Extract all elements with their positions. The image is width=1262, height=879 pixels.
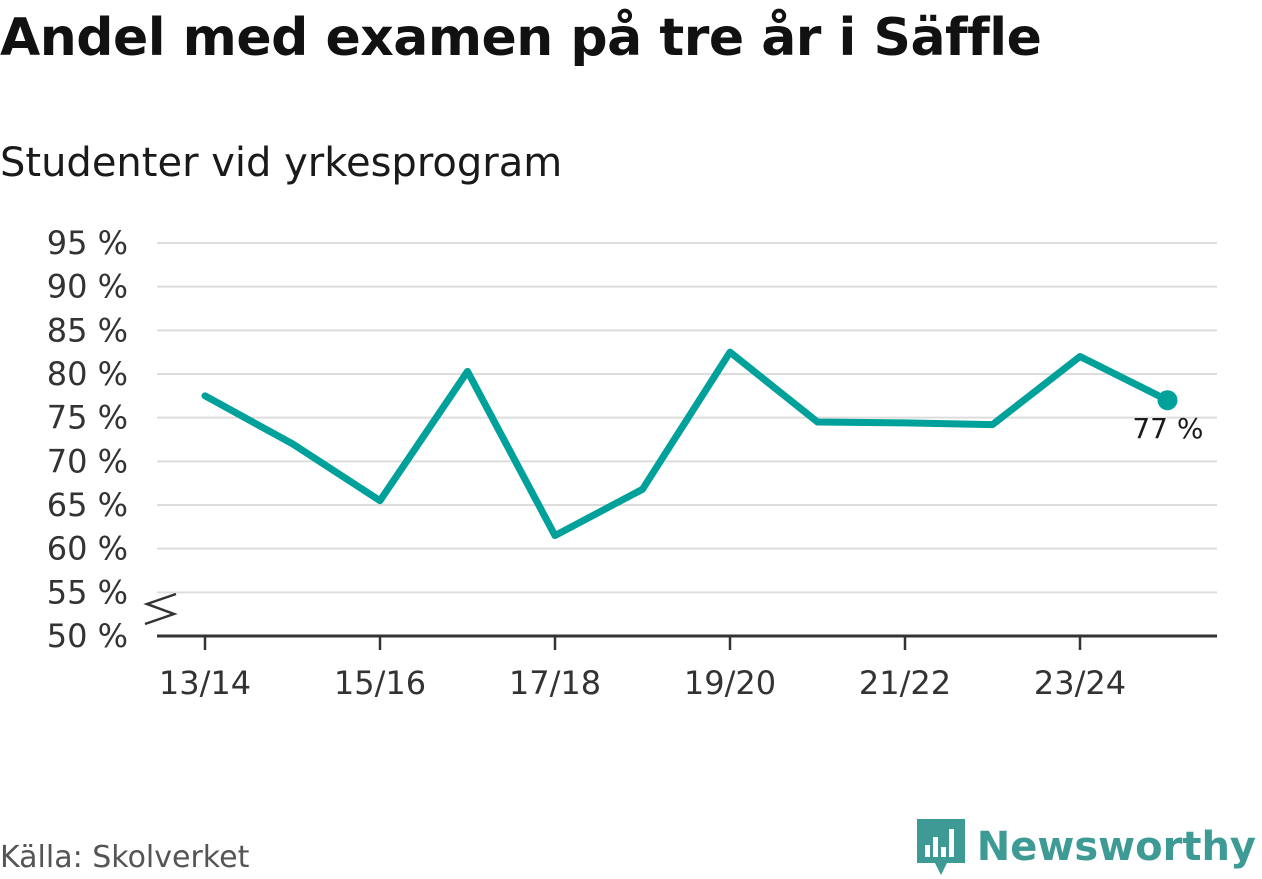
chart-subtitle: Studenter vid yrkesprogram	[0, 140, 563, 186]
y-axis-ticks: 50 % 55 % 60 % 65 % 70 % 75 % 80 % 85 % 90 % 95 %	[47, 224, 128, 655]
chart-title: Andel med examen på tre år i Säffle	[0, 8, 1042, 68]
brand-name: Newsworthy	[976, 824, 1256, 870]
end-point	[1157, 390, 1178, 411]
y-tick-label: 50 %	[47, 617, 128, 655]
y-tick-label: 85 %	[47, 311, 128, 349]
y-tick-label: 80 %	[47, 355, 128, 393]
x-tick-label: 21/22	[859, 664, 951, 702]
x-tick-label: 17/18	[509, 664, 601, 702]
x-tick-label: 19/20	[684, 664, 776, 702]
y-tick-label: 65 %	[47, 486, 128, 524]
source-note: Källa: Skolverket	[0, 840, 250, 875]
series-line	[201, 348, 1171, 540]
y-tick-label: 60 %	[47, 530, 128, 568]
x-tick-label: 13/14	[159, 664, 251, 702]
brand-logo: Newsworthy	[916, 819, 1256, 875]
newsworthy-logo-icon	[916, 819, 965, 875]
x-tick-label: 23/24	[1034, 664, 1126, 702]
y-tick-label: 95 %	[47, 224, 128, 262]
axis-break-mark	[143, 592, 178, 626]
y-tick-label: 55 %	[47, 573, 128, 611]
y-tick-label: 75 %	[47, 399, 128, 437]
end-value-label: 77 %	[1132, 412, 1203, 445]
y-tick-label: 90 %	[47, 268, 128, 306]
x-axis: 13/14 15/16 17/18 19/20 21/22 23/24	[143, 592, 1217, 702]
y-tick-label: 70 %	[47, 442, 128, 480]
series-group: 77 %	[201, 348, 1204, 540]
gridlines	[157, 242, 1217, 594]
x-tick-label: 15/16	[334, 664, 426, 702]
